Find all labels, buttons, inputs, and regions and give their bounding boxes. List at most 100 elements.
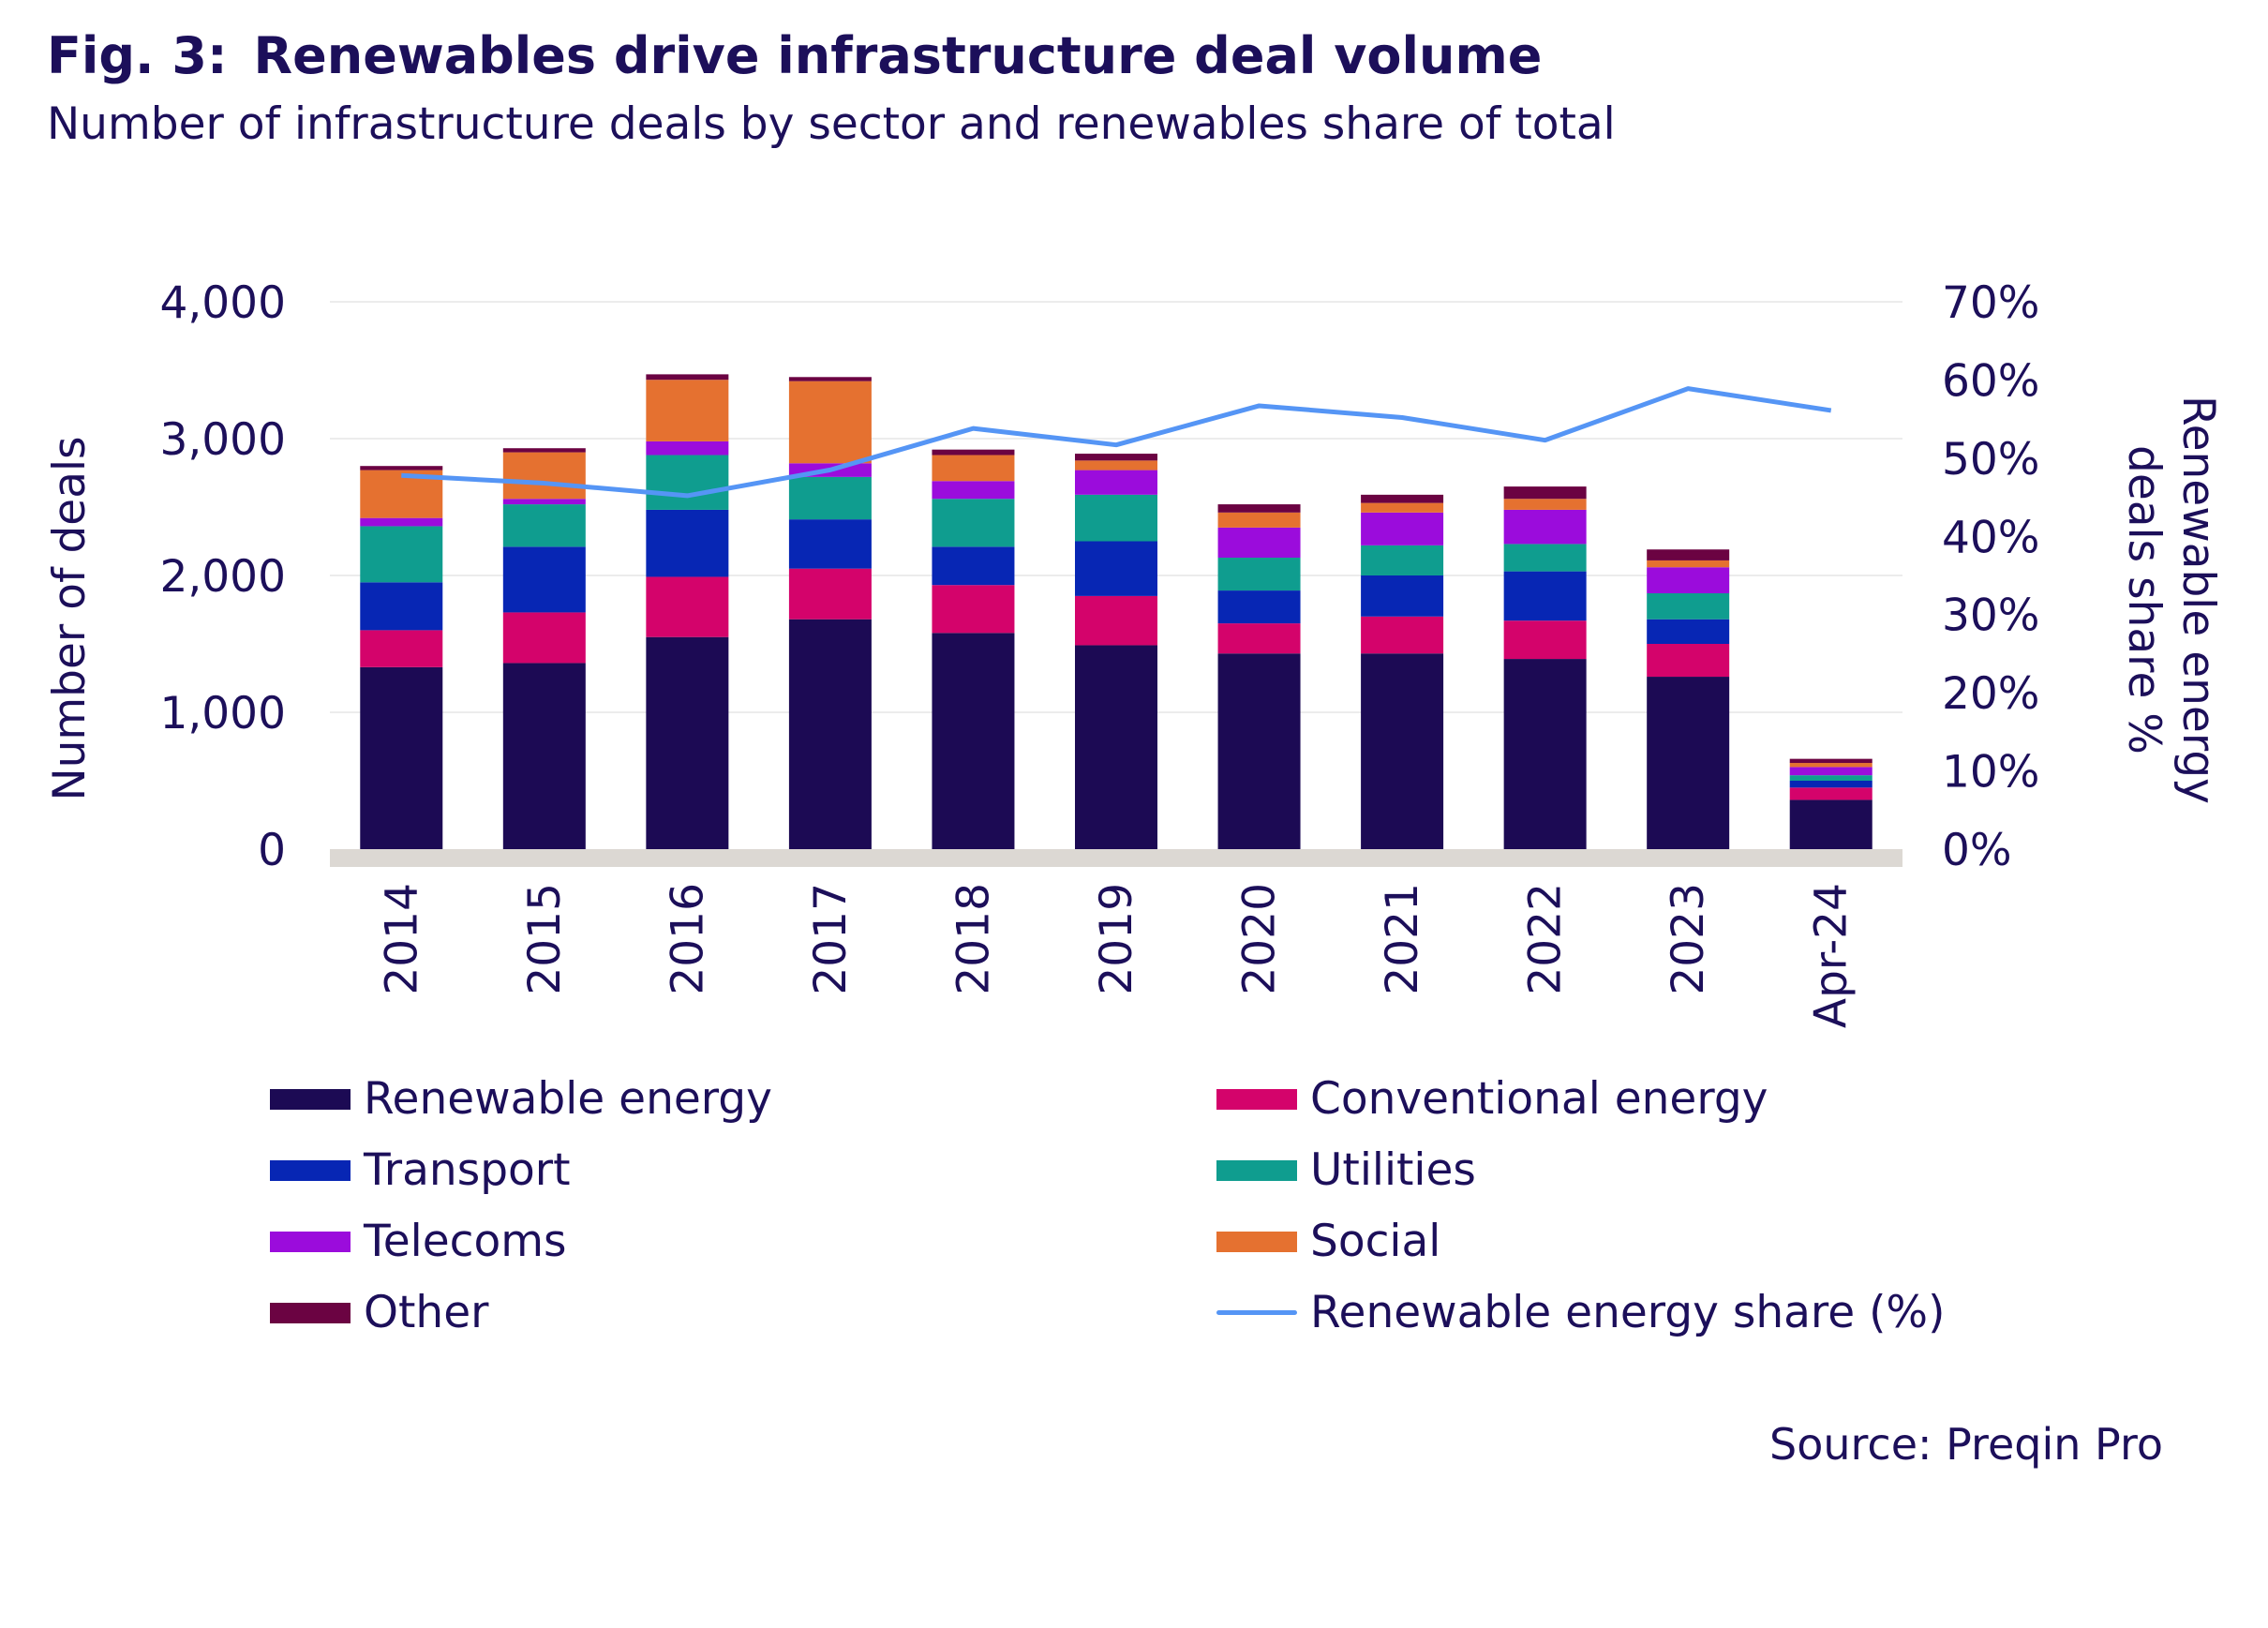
y-tick-label: 1,000 — [159, 688, 286, 739]
y2-tick-label: 70% — [1942, 277, 2039, 329]
bar-conventional-2018 — [932, 585, 1015, 634]
y2-tick-label: 40% — [1942, 512, 2039, 563]
bar-other-2015 — [502, 448, 586, 453]
bar-utilities-2021 — [1361, 545, 1444, 575]
bar-utilities-2018 — [932, 499, 1015, 547]
bar-utilities-Apr-24 — [1789, 775, 1873, 781]
x-tick-label: 2016 — [662, 883, 713, 995]
bar-transport-2020 — [1217, 590, 1301, 624]
y2-tick-label: 50% — [1942, 434, 2039, 485]
bar-other-2018 — [932, 449, 1015, 456]
bar-renewable-2023 — [1647, 677, 1730, 849]
bar-social-2017 — [788, 381, 872, 464]
bar-other-2016 — [646, 374, 729, 381]
bar-conventional-2023 — [1647, 644, 1730, 678]
share-line-layer — [401, 386, 1832, 499]
source-note: Source: Preqin Pro — [1769, 1419, 2163, 1470]
legend-item-social: Social — [1216, 1216, 1440, 1267]
x-tick-label: 2022 — [1520, 883, 1572, 995]
legend-label: Renewable energy — [364, 1073, 772, 1125]
bar-utilities-2022 — [1503, 544, 1587, 572]
bar-transport-2017 — [788, 519, 872, 569]
bar-renewable-2017 — [788, 619, 872, 849]
bar-social-2018 — [932, 455, 1015, 482]
legend-label: Renewable energy share (%) — [1310, 1287, 1946, 1338]
bar-social-2022 — [1503, 499, 1587, 510]
bar-renewable-2014 — [360, 666, 443, 849]
x-tick-label: 2020 — [1234, 883, 1286, 995]
bar-social-Apr-24 — [1789, 763, 1873, 768]
x-axis-band — [330, 849, 1902, 867]
bar-transport-2016 — [646, 509, 729, 577]
left-axis-ticks: 0 1,000 2,000 3,000 4,000 — [159, 277, 286, 876]
bar-renewable-2019 — [1075, 645, 1157, 849]
bar-other-2020 — [1217, 504, 1301, 513]
y-axis-label: Number of deals — [44, 436, 96, 800]
bar-other-2019 — [1075, 454, 1157, 461]
y-tick-label: 3,000 — [159, 414, 286, 466]
x-tick-label: 2017 — [805, 883, 857, 995]
legend-item-transport: Transport — [270, 1144, 571, 1196]
y-tick-label: 4,000 — [159, 277, 286, 329]
legend-item-telecoms: Telecoms — [270, 1216, 566, 1267]
bar-social-2016 — [646, 380, 729, 441]
legend-swatch-share-line — [1216, 1310, 1297, 1315]
legend-item-share-line: Renewable energy share (%) — [1216, 1287, 1945, 1338]
legend-swatch-renewable — [270, 1088, 351, 1110]
bar-telecoms-2015 — [502, 499, 586, 505]
x-tick-label: 2015 — [519, 883, 571, 995]
bar-utilities-2015 — [502, 504, 586, 547]
bar-social-2019 — [1075, 460, 1157, 470]
x-tick-label: 2014 — [376, 883, 427, 995]
y-tick-label: 0 — [258, 825, 286, 876]
figure-label: Fig. 3: — [47, 26, 228, 85]
bar-social-2015 — [502, 452, 586, 500]
bar-utilities-2020 — [1217, 558, 1301, 591]
y-tick-label: 2,000 — [159, 551, 286, 603]
y2-axis-label-line2: deals share % — [2118, 445, 2170, 754]
legend-swatch-telecoms — [270, 1231, 351, 1252]
legend-item-other: Other — [270, 1287, 488, 1338]
x-tick-label: 2023 — [1663, 883, 1714, 995]
legend-swatch-transport — [270, 1159, 351, 1181]
bar-conventional-2014 — [360, 630, 443, 667]
y2-tick-label: 30% — [1942, 590, 2039, 642]
bar-other-2022 — [1503, 486, 1587, 500]
legend-item-renewable: Renewable energy — [270, 1073, 772, 1125]
bar-telecoms-Apr-24 — [1789, 767, 1873, 776]
bar-renewable-2022 — [1503, 659, 1587, 849]
legend: Renewable energy Conventional energy Tra… — [270, 1073, 2191, 1373]
bar-other-Apr-24 — [1789, 758, 1873, 764]
y2-tick-label: 20% — [1942, 668, 2039, 720]
legend-label: Telecoms — [364, 1216, 567, 1267]
bar-other-2017 — [788, 377, 872, 381]
legend-item-utilities: Utilities — [1216, 1144, 1476, 1196]
legend-label: Social — [1310, 1216, 1441, 1267]
y2-tick-label: 10% — [1942, 747, 2039, 799]
bar-telecoms-2014 — [360, 517, 443, 527]
bar-utilities-2016 — [646, 455, 729, 510]
right-axis-ticks: 0% 10% 20% 30% 40% 50% 60% 70% — [1942, 277, 2039, 876]
y2-axis-label: Renewable energydeals share % — [2118, 396, 2224, 804]
bar-utilities-2017 — [788, 476, 872, 520]
bar-social-2023 — [1647, 560, 1730, 568]
bar-telecoms-2021 — [1361, 512, 1444, 545]
legend-swatch-social — [1216, 1231, 1297, 1252]
y2-axis-label-line1: Renewable energy — [2172, 396, 2224, 804]
bar-social-2021 — [1361, 502, 1444, 513]
bar-conventional-2019 — [1075, 595, 1157, 646]
bar-conventional-2020 — [1217, 623, 1301, 654]
bar-transport-Apr-24 — [1789, 781, 1873, 788]
figure-title: Fig. 3: Renewables drive infrastructure d… — [47, 26, 2202, 85]
bar-renewable-2016 — [646, 636, 729, 849]
bar-transport-2014 — [360, 582, 443, 631]
bar-utilities-2014 — [360, 526, 443, 583]
x-tick-label: 2018 — [947, 883, 999, 995]
x-tick-label: 2019 — [1091, 883, 1142, 995]
bar-telecoms-2020 — [1217, 527, 1301, 559]
x-axis-ticks: 2014 2015 2016 2017 2018 2019 2020 2021 2022 2023… — [376, 883, 1857, 1028]
gridlines — [330, 301, 1902, 713]
bar-transport-2023 — [1647, 619, 1730, 644]
bar-telecoms-2016 — [646, 441, 729, 456]
bar-telecoms-2019 — [1075, 470, 1157, 495]
